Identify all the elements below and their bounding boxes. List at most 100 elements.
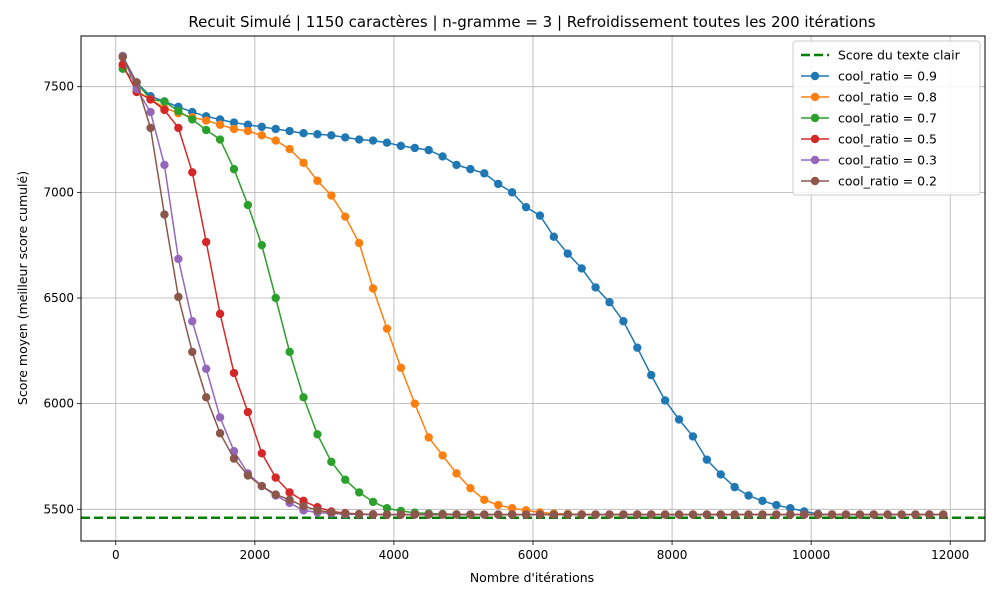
data-point <box>160 210 169 219</box>
data-point <box>174 292 183 302</box>
data-point <box>215 309 225 319</box>
data-point <box>271 124 280 134</box>
data-point <box>563 249 572 258</box>
data-point <box>716 470 725 479</box>
legend-marker <box>810 176 820 186</box>
x-tick-label: 10000 <box>792 548 830 562</box>
data-point <box>271 136 280 145</box>
data-point <box>716 510 725 519</box>
data-point <box>772 500 781 510</box>
legend-marker <box>810 134 820 144</box>
data-point <box>674 415 684 424</box>
data-point <box>772 510 781 519</box>
data-point <box>257 122 266 132</box>
data-point <box>521 510 531 519</box>
data-point <box>410 143 419 153</box>
data-point <box>911 510 920 519</box>
data-point <box>146 107 155 117</box>
data-point <box>396 141 406 151</box>
data-point <box>368 136 378 145</box>
data-point <box>285 488 294 497</box>
data-point <box>327 191 336 200</box>
data-point <box>354 238 364 248</box>
y-axis-label: Score moyen (meilleur score cumulé) <box>15 171 30 405</box>
data-point <box>257 131 266 140</box>
legend-marker <box>810 155 820 165</box>
data-point <box>507 188 517 197</box>
data-point <box>424 145 433 155</box>
data-point <box>341 212 350 221</box>
data-point <box>229 118 239 127</box>
data-point <box>327 508 336 517</box>
data-point <box>674 510 684 519</box>
data-point <box>535 211 545 220</box>
data-point <box>257 449 266 458</box>
data-point <box>174 106 183 116</box>
data-point <box>243 200 253 210</box>
y-axis-ticks: 5500 6000 6500 7000 7500 <box>43 80 81 516</box>
y-tick-label: 7000 <box>43 185 74 199</box>
data-point <box>688 510 698 519</box>
data-point <box>730 510 739 519</box>
data-point <box>354 509 364 519</box>
data-point <box>243 407 253 417</box>
data-point <box>452 510 461 519</box>
legend-marker <box>810 113 820 123</box>
data-point <box>160 105 169 115</box>
legend: Score du texte clair cool_ratio = 0.9 cool… <box>792 40 981 196</box>
data-point <box>299 501 308 511</box>
data-point <box>313 506 322 515</box>
data-point <box>605 298 614 307</box>
data-point <box>146 95 155 104</box>
data-point <box>688 432 698 441</box>
data-point <box>285 347 294 357</box>
data-point <box>188 115 197 124</box>
data-point <box>480 495 489 504</box>
data-point <box>229 454 239 463</box>
data-point <box>480 169 489 178</box>
data-point <box>201 393 211 402</box>
data-point <box>368 497 378 507</box>
data-point <box>313 430 322 439</box>
x-tick-label: 12000 <box>931 548 969 562</box>
data-point <box>424 433 433 442</box>
data-point <box>577 264 586 273</box>
data-point <box>897 510 906 519</box>
data-point <box>257 240 266 250</box>
x-tick-label: 2000 <box>240 548 271 562</box>
data-point <box>633 343 642 352</box>
data-point <box>827 510 837 519</box>
data-point <box>341 509 350 518</box>
data-point <box>341 475 350 484</box>
data-point <box>215 429 225 438</box>
data-point <box>327 457 336 466</box>
data-point <box>285 126 294 136</box>
x-tick-label: 6000 <box>518 548 549 562</box>
data-point <box>452 160 461 170</box>
data-point <box>577 510 586 519</box>
data-point <box>201 364 211 373</box>
data-point <box>368 510 378 519</box>
data-point <box>215 413 225 422</box>
data-point <box>382 504 392 513</box>
data-point <box>201 116 211 125</box>
chart-title: Recuit Simulé | 1150 caractères | n-gram… <box>188 13 875 31</box>
legend-label: cool_ratio = 0.9 <box>838 69 937 84</box>
x-tick-label: 8000 <box>657 548 688 562</box>
data-point <box>299 128 308 138</box>
data-point <box>160 97 169 106</box>
data-point <box>466 483 475 493</box>
data-point <box>494 510 503 519</box>
data-point <box>660 510 670 519</box>
data-point <box>744 510 753 519</box>
x-axis-ticks: 0 2000 4000 6000 8000 10000 12000 <box>112 541 969 562</box>
data-point <box>382 510 392 519</box>
legend-marker <box>810 92 820 102</box>
data-point <box>215 135 225 144</box>
data-point <box>354 135 364 144</box>
data-point <box>146 123 155 133</box>
data-point <box>174 254 183 264</box>
legend-label: cool_ratio = 0.8 <box>838 90 937 105</box>
data-point <box>786 504 795 513</box>
